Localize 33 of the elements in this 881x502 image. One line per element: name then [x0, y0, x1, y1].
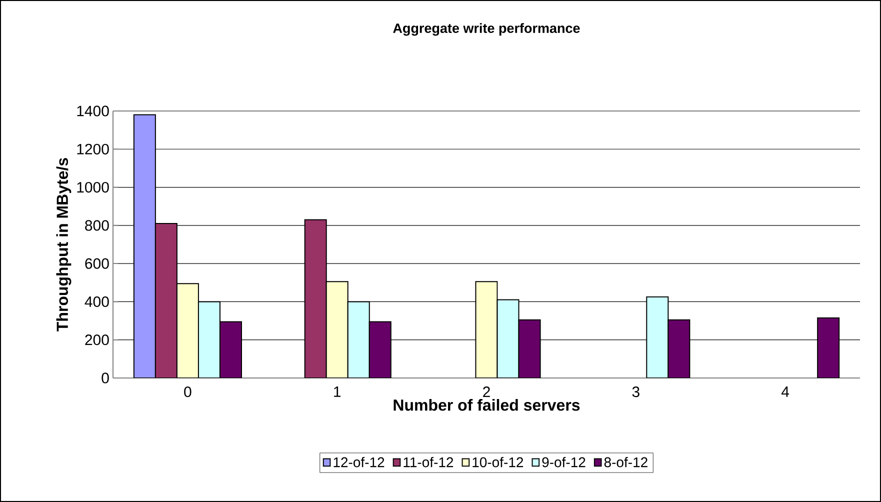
- legend-label: 9-of-12: [542, 456, 586, 468]
- x-tick-label: 0: [184, 386, 192, 398]
- x-tick-label: 2: [483, 386, 490, 397]
- y-tick-label: 1400: [77, 106, 109, 116]
- bar: [326, 281, 348, 378]
- x-axis-title: Number of failed servers: [394, 399, 580, 411]
- bar: [646, 296, 669, 378]
- legend-label: 10-of-12: [472, 456, 524, 468]
- legend-label: 11-of-12: [404, 456, 454, 468]
- y-tick-label: 800: [85, 220, 109, 231]
- bar: [219, 321, 242, 378]
- bar: [368, 321, 392, 378]
- y-tick-label: 0: [102, 372, 109, 384]
- x-tick-label: 4: [781, 386, 790, 397]
- y-tick-label: 1200: [77, 144, 109, 154]
- x-tick-label: 3: [632, 386, 640, 398]
- chart-title: Aggregate write performance: [393, 23, 580, 36]
- y-tick-label: 1000: [77, 182, 109, 193]
- legend-label: 8-of-12: [604, 456, 648, 468]
- bar: [668, 319, 690, 378]
- legend-label: 12-of-12: [334, 456, 384, 468]
- y-tick-label: 600: [85, 258, 109, 269]
- bar: [475, 281, 498, 378]
- x-tick-label: 1: [334, 386, 341, 397]
- y-axis-title: Throughput in MByte/s: [56, 158, 72, 332]
- y-tick-label: 200: [85, 334, 109, 346]
- bar: [198, 301, 220, 378]
- bar: [347, 301, 370, 378]
- bar: [817, 317, 840, 378]
- bar: [176, 283, 199, 378]
- y-tick-label: 400: [84, 296, 109, 308]
- bar: [518, 319, 541, 378]
- bar: [496, 299, 520, 378]
